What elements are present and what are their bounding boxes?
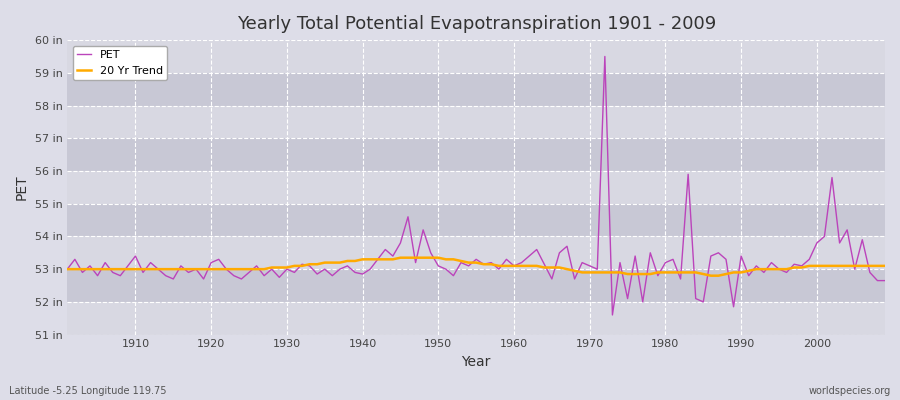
PET <box>122 264 133 268</box>
PET <box>615 260 626 265</box>
20 Yr Trend <box>607 270 617 275</box>
PET <box>599 54 610 59</box>
Bar <box>68 106 885 138</box>
20 Yr Trend <box>508 264 519 268</box>
PET <box>508 264 519 268</box>
20 Yr Trend <box>395 255 406 260</box>
Y-axis label: PET: PET <box>15 174 29 200</box>
Legend: PET, 20 Yr Trend: PET, 20 Yr Trend <box>73 46 167 80</box>
20 Yr Trend <box>62 267 73 272</box>
20 Yr Trend <box>122 267 133 272</box>
X-axis label: Year: Year <box>462 355 490 369</box>
20 Yr Trend <box>706 273 716 278</box>
Text: Latitude -5.25 Longitude 119.75: Latitude -5.25 Longitude 119.75 <box>9 386 166 396</box>
Bar <box>68 204 885 236</box>
Bar <box>68 73 885 106</box>
20 Yr Trend <box>335 260 346 265</box>
PET <box>607 312 617 317</box>
PET <box>335 267 346 272</box>
20 Yr Trend <box>879 264 890 268</box>
Line: PET: PET <box>68 56 885 315</box>
PET <box>62 267 73 272</box>
Title: Yearly Total Potential Evapotranspiration 1901 - 2009: Yearly Total Potential Evapotranspiratio… <box>237 15 716 33</box>
PET <box>289 270 300 275</box>
20 Yr Trend <box>289 264 300 268</box>
Bar <box>68 269 885 302</box>
Line: 20 Yr Trend: 20 Yr Trend <box>68 258 885 276</box>
Bar <box>68 138 885 171</box>
Bar <box>68 171 885 204</box>
PET <box>501 257 512 262</box>
Bar <box>68 40 885 73</box>
PET <box>879 278 890 283</box>
Bar <box>68 236 885 269</box>
Bar <box>68 302 885 334</box>
20 Yr Trend <box>517 264 527 268</box>
Text: worldspecies.org: worldspecies.org <box>809 386 891 396</box>
